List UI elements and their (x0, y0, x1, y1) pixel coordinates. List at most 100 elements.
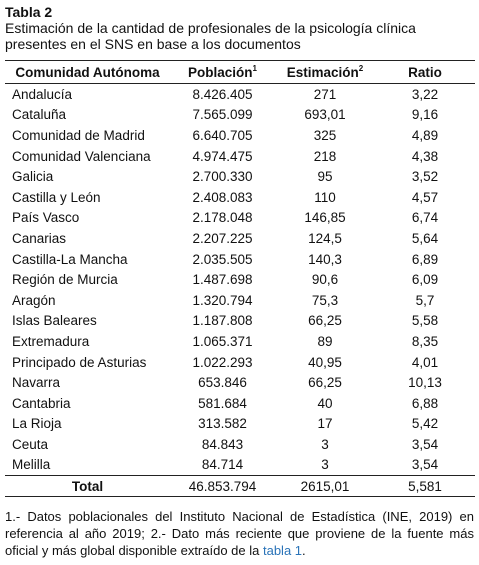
table-row: Cataluña 7.565.099 693,01 9,16 (5, 105, 475, 126)
cell-ratio: 6,09 (411, 272, 439, 288)
table-row: Castilla-La Mancha 2.035.505 140,3 6,89 (5, 249, 475, 270)
table-caption: Tabla 2 Estimación de la cantidad de pro… (5, 4, 475, 52)
cell-ratio: 5,64 (411, 230, 439, 246)
cell-ratio: 3,52 (411, 169, 439, 185)
cell-ratio: 6,74 (411, 210, 439, 226)
cell-ratio: 4,01 (411, 354, 439, 370)
table-body: Andalucía 8.426.405 271 3,22 Cataluña 7.565.0… (5, 84, 475, 476)
cell-ratio: 5,42 (411, 416, 439, 432)
table-row: Islas Baleares 1.187.808 66,25 5,58 (5, 311, 475, 332)
cell-estimate: 40,95 (308, 354, 342, 370)
cell-estimate: 146,85 (304, 210, 346, 226)
cell-population: 1.487.698 (192, 272, 253, 288)
total-ratio: 5,581 (375, 475, 475, 498)
table-row: Navarra 653.846 66,25 10,13 (5, 372, 475, 393)
cell-ratio: 6,88 (411, 395, 439, 411)
cell-population: 6.640.705 (192, 127, 253, 143)
total-label: Total (5, 475, 170, 498)
cell-community: Navarra (12, 375, 61, 391)
cell-ratio: 3,54 (411, 436, 439, 452)
cell-estimate: 325 (313, 127, 337, 143)
cell-population: 581.684 (198, 395, 247, 411)
cell-estimate: 66,25 (308, 375, 342, 391)
table-footnotes: 1.- Datos poblacionales del Instituto Na… (5, 508, 474, 559)
cell-ratio: 5,58 (411, 313, 439, 329)
cell-ratio: 8,35 (411, 333, 439, 349)
cell-ratio: 5,7 (415, 292, 435, 308)
cell-community: País Vasco (12, 210, 80, 226)
footnotes-text: 1.- Datos poblacionales del Instituto Na… (5, 509, 474, 558)
cell-population: 7.565.099 (192, 107, 253, 123)
cell-estimate: 89 (317, 333, 333, 349)
cell-estimate: 271 (313, 86, 337, 102)
cell-estimate: 3 (321, 436, 329, 452)
table-row: Andalucía 8.426.405 271 3,22 (5, 84, 475, 105)
table-row: Ceuta 84.843 3 3,54 (5, 434, 475, 455)
table-row: La Rioja 313.582 17 5,42 (5, 414, 475, 435)
cell-population: 84.714 (201, 457, 244, 473)
cell-population: 2.035.505 (192, 251, 253, 267)
cell-ratio: 9,16 (411, 107, 439, 123)
header-community: Comunidad Autónoma (5, 60, 170, 84)
cell-population: 84.843 (201, 436, 244, 452)
cell-population: 1.187.808 (192, 313, 253, 329)
cell-ratio: 4,38 (411, 148, 439, 164)
table-row: Melilla 84.714 3 3,54 (5, 455, 475, 476)
total-estimate: 2615,01 (275, 475, 375, 498)
data-table: Comunidad Autónoma Población1 Estimación… (5, 60, 475, 498)
footnotes-end: . (302, 543, 306, 558)
cell-estimate: 95 (317, 169, 333, 185)
cell-estimate: 66,25 (308, 313, 342, 329)
cell-community: Canarias (12, 230, 67, 246)
cell-community: Castilla y León (12, 189, 101, 205)
cell-community: Islas Baleares (12, 313, 97, 329)
header-estimate-footnote: 2 (358, 63, 364, 73)
cell-estimate: 110 (314, 189, 336, 205)
table-row: Principado de Asturias 1.022.293 40,95 4,01 (5, 352, 475, 373)
table-row: Aragón 1.320.794 75,3 5,7 (5, 290, 475, 311)
cell-ratio: 3,54 (411, 457, 439, 473)
cell-estimate: 218 (313, 148, 337, 164)
cell-community: Andalucía (12, 86, 73, 102)
cell-community: La Rioja (12, 416, 62, 432)
cell-community: Cataluña (12, 107, 67, 123)
cell-estimate: 124,5 (308, 230, 342, 246)
header-population-footnote: 1 (252, 63, 257, 73)
table-row: Canarias 2.207.225 124,5 5,64 (5, 228, 475, 249)
table-header-row: Comunidad Autónoma Población1 Estimación… (5, 60, 475, 84)
header-estimate: Estimación2 (275, 60, 375, 84)
cell-community: Comunidad Valenciana (12, 148, 151, 164)
cell-population: 2.207.225 (192, 230, 253, 246)
header-ratio: Ratio (375, 60, 475, 84)
cell-population: 653.846 (198, 375, 247, 391)
table-caption-label: Tabla 2 (5, 4, 53, 20)
cell-community: Galicia (12, 169, 54, 185)
cell-community: Aragón (12, 292, 56, 308)
table-row: País Vasco 2.178.048 146,85 6,74 (5, 208, 475, 229)
cell-estimate: 140,3 (308, 251, 342, 267)
cell-ratio: 3,22 (411, 86, 439, 102)
cell-estimate: 40 (317, 395, 333, 411)
cell-community: Región de Murcia (12, 272, 118, 288)
cell-ratio: 10,13 (408, 375, 442, 391)
table-1-link[interactable]: tabla 1 (262, 543, 303, 558)
cell-estimate: 3 (321, 457, 329, 473)
data-table-container: Comunidad Autónoma Población1 Estimación… (5, 60, 475, 498)
cell-population: 2.700.330 (192, 169, 253, 185)
header-population: Población1 (170, 60, 275, 84)
cell-community: Cantabria (12, 395, 71, 411)
total-population: 46.853.794 (170, 475, 275, 498)
cell-population: 2.408.083 (192, 189, 253, 205)
table-row: Galicia 2.700.330 95 3,52 (5, 166, 475, 187)
table-row: Cantabria 581.684 40 6,88 (5, 393, 475, 414)
cell-population: 1.022.293 (192, 354, 253, 370)
cell-population: 4.974.475 (192, 148, 253, 164)
table-row: Región de Murcia 1.487.698 90,6 6,09 (5, 269, 475, 290)
table-row: Comunidad de Madrid 6.640.705 325 4,89 (5, 125, 475, 146)
cell-estimate: 693,01 (304, 107, 346, 123)
cell-community: Melilla (12, 457, 51, 473)
cell-population: 1.065.371 (192, 333, 253, 349)
cell-estimate: 90,6 (311, 272, 339, 288)
cell-community: Castilla-La Mancha (12, 251, 128, 267)
cell-ratio: 6,89 (411, 251, 439, 267)
